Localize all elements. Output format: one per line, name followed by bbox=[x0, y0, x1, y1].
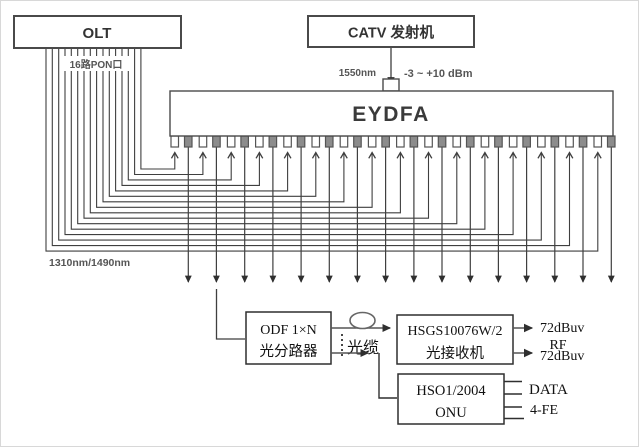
rf-level-bottom-label: 72dBuv bbox=[540, 349, 584, 364]
onu-box bbox=[397, 373, 505, 425]
eydfa-output-port-square bbox=[353, 135, 362, 148]
pon-fiber-route bbox=[96, 48, 377, 208]
eydfa-input-port-square bbox=[226, 135, 236, 148]
fiber-routing-layer bbox=[45, 48, 616, 283]
odf-label-line1: ODF 1×N bbox=[260, 323, 317, 338]
eydfa-output-port-square bbox=[606, 135, 616, 148]
eydfa-output-port-square bbox=[494, 135, 503, 148]
eydfa-input-port-square bbox=[424, 135, 433, 148]
eydfa-input-port-square bbox=[452, 135, 462, 148]
odf-label-line2: 光分路器 bbox=[260, 343, 318, 360]
pon-fiber-route bbox=[89, 48, 405, 214]
eydfa-output-port-square bbox=[465, 135, 475, 148]
eydfa-input-port bbox=[382, 78, 400, 92]
pon-label-backing bbox=[61, 56, 131, 71]
eydfa-output-port-square bbox=[296, 135, 306, 148]
eydfa-input-port-square bbox=[536, 135, 546, 148]
data-port-label: DATA bbox=[529, 382, 568, 398]
fiber-coil-icon bbox=[349, 311, 376, 330]
onu-label-line1: HSO1/2004 bbox=[416, 383, 486, 399]
eydfa-output-port-square bbox=[409, 135, 419, 148]
fe-port-label: 4-FE bbox=[530, 403, 558, 418]
olt-label: OLT bbox=[83, 25, 112, 42]
olt-box bbox=[13, 15, 182, 49]
rf-level-top-label: 72dBuv bbox=[540, 321, 584, 336]
pon-fiber-route bbox=[127, 48, 236, 181]
eydfa-input-port-square bbox=[565, 135, 574, 148]
eydfa-output-port-square bbox=[522, 135, 532, 148]
catv-wavelength-label: 1550nm bbox=[339, 68, 376, 79]
eydfa-input-port-square bbox=[339, 135, 349, 148]
eydfa-input-port-square bbox=[255, 135, 264, 148]
receiver-label-line1: HSGS10076W/2 bbox=[408, 324, 503, 339]
eydfa-output-port-square bbox=[437, 135, 447, 148]
eydfa-output-port-square bbox=[212, 135, 221, 148]
eydfa-label: EYDFA bbox=[352, 103, 430, 126]
pon-fiber-route bbox=[140, 48, 179, 170]
pon-fiber-route bbox=[45, 48, 602, 252]
odf-splitter-box bbox=[245, 311, 332, 365]
eydfa-input-port-square bbox=[480, 135, 490, 148]
eydfa-output-port-square bbox=[550, 135, 560, 148]
optical-receiver-box bbox=[396, 314, 514, 365]
pon-ports-label: 16路PON口 bbox=[70, 58, 123, 71]
receiver-label-line2: 光接收机 bbox=[426, 345, 484, 362]
catv-power-label: -3 ~ +10 dBm bbox=[404, 68, 473, 80]
onu-label-line2: ONU bbox=[435, 405, 467, 421]
eydfa-input-port-square bbox=[170, 135, 180, 148]
eydfa-output-port-square bbox=[578, 135, 588, 148]
eydfa-input-port-square bbox=[311, 135, 321, 148]
pon-fiber-route bbox=[70, 48, 489, 230]
eydfa-output-port-square bbox=[381, 135, 390, 148]
eydfa-input-port-square bbox=[198, 135, 208, 148]
pon-fiber-route bbox=[58, 48, 546, 241]
pon-wavelengths-label: 1310nm/1490nm bbox=[49, 257, 130, 269]
eydfa-output-port-square bbox=[324, 135, 334, 148]
odf-to-onu-line bbox=[378, 353, 397, 399]
pon-fiber-route bbox=[134, 48, 207, 176]
pon-fiber-route bbox=[77, 48, 461, 225]
pon-fiber-route bbox=[115, 48, 292, 192]
eydfa-box bbox=[169, 90, 614, 137]
cable-label: 光缆 bbox=[347, 339, 379, 357]
rf-label: RF bbox=[549, 338, 566, 353]
eydfa-output-port-square bbox=[268, 135, 278, 148]
pon-fiber-route bbox=[102, 48, 348, 203]
pon-fiber-route bbox=[83, 48, 433, 219]
catv-transmitter-box bbox=[307, 15, 475, 48]
catv-transmitter-label: CATV 发射机 bbox=[348, 24, 434, 42]
eydfa-input-port-square bbox=[396, 135, 405, 148]
pon-fiber-route bbox=[121, 48, 264, 186]
pon-fiber-route bbox=[108, 48, 320, 197]
eydfa-output-port-square bbox=[183, 135, 193, 148]
pon-fiber-route bbox=[64, 48, 518, 236]
eydfa-to-odf-line bbox=[215, 289, 245, 340]
eydfa-input-port-square bbox=[508, 135, 518, 148]
eydfa-input-port-square bbox=[283, 135, 292, 148]
eydfa-input-port-square bbox=[593, 135, 603, 148]
pon-fiber-route bbox=[51, 48, 574, 247]
eydfa-input-port-square bbox=[367, 135, 377, 148]
eydfa-output-port-square bbox=[240, 135, 249, 148]
